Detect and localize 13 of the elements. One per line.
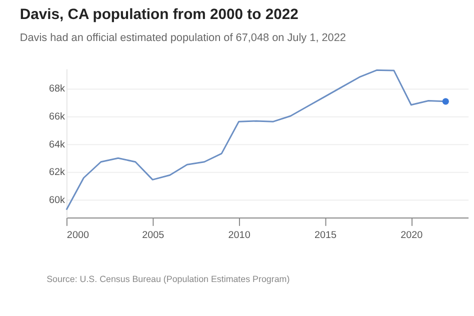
y-tick-label: 60k (48, 194, 65, 206)
chart-title: Davis, CA population from 2000 to 2022 (20, 7, 298, 24)
y-tick-label: 68k (48, 84, 65, 95)
y-tick-label: 66k (48, 111, 65, 122)
x-tick-label: 2000 (66, 230, 90, 241)
x-tick-label: 2015 (314, 230, 337, 241)
y-tick-label: 64k (48, 139, 65, 150)
x-tick-label: 2010 (228, 230, 251, 241)
chart-subtitle: Davis had an official estimated population of 67,048 on July 1, 2022 (20, 32, 346, 44)
x-tick-label: 2005 (142, 230, 165, 241)
y-tick-label: 62k (48, 167, 65, 178)
source-note: Source: U.S. Census Bureau (Population Estimates Program) (46, 274, 290, 284)
x-tick-label: 2020 (400, 230, 424, 241)
